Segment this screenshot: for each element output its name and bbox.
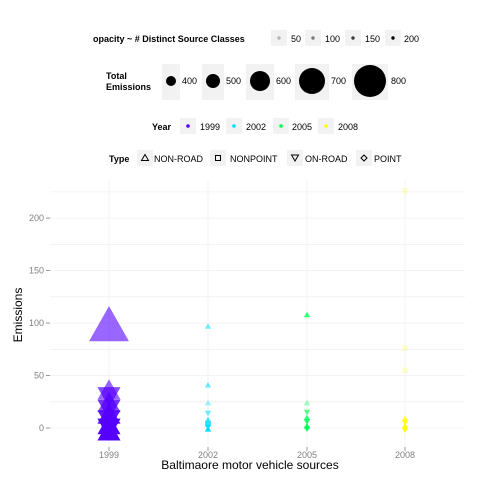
year-legend: Year 1999 2002 2005 2008 (152, 118, 358, 134)
data-point (402, 367, 408, 374)
data-point (204, 416, 212, 423)
opacity-legend-title: opacity ~ # Distinct Source Classes (93, 34, 245, 44)
data-point (401, 427, 409, 434)
size-value-label: 500 (226, 76, 241, 86)
triangle-up-icon (140, 153, 150, 161)
size-value-label: 400 (182, 76, 197, 86)
x-tick-label: 2008 (395, 450, 415, 460)
x-tick-label: 2005 (297, 450, 317, 460)
opacity-legend: opacity ~ # Distinct Source Classes 50 1… (93, 30, 419, 46)
type-legend: Type NON-ROAD NONPOINT ON-ROAD POINT (109, 150, 402, 166)
opacity-key-dot (277, 36, 281, 40)
type-label: NON-ROAD (154, 154, 203, 164)
data-point (204, 399, 212, 406)
data-point (303, 311, 311, 318)
size-value-label: 600 (276, 76, 291, 86)
size-key-dot (354, 65, 386, 97)
size-key-dot (299, 68, 325, 94)
data-point (401, 422, 409, 429)
opacity-value-label: 150 (365, 34, 380, 44)
y-axis-title: Emissions (11, 288, 25, 343)
size-value-label: 800 (391, 76, 406, 86)
x-axis-title: Baltimaore motor vehicle sources (161, 458, 338, 472)
year-label: 2005 (292, 122, 312, 132)
type-key-bg (287, 150, 303, 166)
size-value-label: 700 (331, 76, 346, 86)
year-legend-title: Year (152, 122, 172, 132)
y-tick-label: 150 (29, 266, 44, 276)
year-key-dot (186, 124, 190, 128)
type-key-bg (210, 150, 226, 166)
data-points (89, 187, 409, 441)
x-tick-label: 1999 (99, 450, 119, 460)
opacity-value-label: 200 (404, 34, 419, 44)
data-point (204, 323, 212, 329)
opacity-value-label: 100 (325, 34, 340, 44)
year-key-dot (232, 124, 236, 128)
y-tick-label: 0 (39, 423, 44, 433)
type-legend-title: Type (109, 154, 129, 164)
data-point (97, 420, 121, 441)
size-legend-title: Total (106, 71, 127, 81)
size-key-dot (250, 71, 270, 91)
data-point (303, 409, 311, 416)
size-legend-title: Emissions (106, 82, 151, 92)
type-label: ON-ROAD (305, 154, 348, 164)
opacity-value-label: 50 (291, 34, 301, 44)
year-key-dot (279, 124, 283, 128)
type-label: POINT (374, 154, 402, 164)
data-point (303, 426, 311, 433)
opacity-key-bg (271, 30, 287, 46)
data-point (204, 426, 212, 432)
type-key-bg (137, 150, 153, 166)
type-key-bg (356, 150, 372, 166)
data-point (402, 345, 408, 352)
data-point (401, 415, 409, 422)
type-label: NONPOINT (230, 154, 278, 164)
y-axis-ticks: 0 50 100 150 200 (29, 213, 50, 433)
opacity-key-dot (311, 36, 315, 40)
square-icon (215, 155, 221, 161)
data-point (205, 420, 211, 427)
size-key-dot (206, 74, 220, 88)
year-label: 1999 (200, 122, 220, 132)
y-tick-label: 200 (29, 213, 44, 223)
data-point (204, 381, 212, 388)
x-tick-label: 2002 (198, 450, 218, 460)
opacity-key-dot (351, 36, 355, 40)
year-key-dot (324, 124, 328, 128)
data-point (89, 306, 129, 342)
data-point (303, 414, 311, 421)
y-tick-label: 50 (34, 371, 44, 381)
opacity-key-dot (391, 36, 395, 40)
year-label: 2002 (246, 122, 266, 132)
data-point (303, 399, 311, 406)
y-tick-label: 100 (29, 318, 44, 328)
size-legend: Total Emissions 400 500 600 700 800 (106, 64, 406, 100)
x-axis-ticks: 1999 2002 2005 2008 (99, 447, 415, 460)
triangle-down-icon (290, 154, 300, 162)
data-point (204, 410, 212, 417)
size-key-dot (166, 76, 176, 86)
data-point (303, 419, 311, 425)
data-point (402, 187, 408, 194)
year-label: 2008 (338, 122, 358, 132)
diamond-icon (360, 154, 368, 162)
